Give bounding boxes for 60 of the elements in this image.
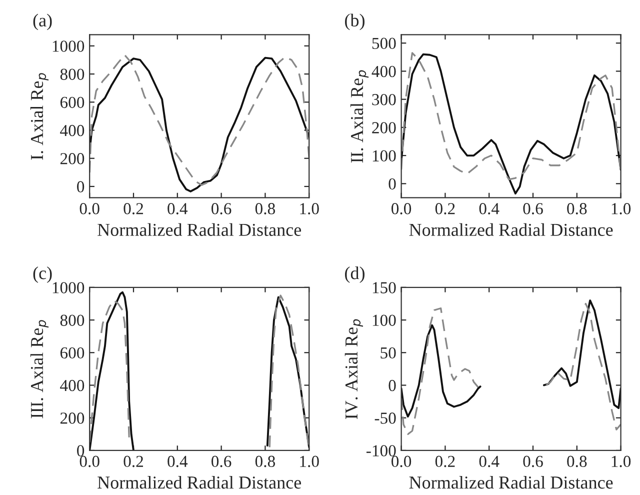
x-tick-label: 1.0 bbox=[612, 203, 631, 214]
x-tick-label: 0.4 bbox=[168, 203, 188, 214]
chart-title: (c) bbox=[33, 266, 52, 283]
x-axis-title: Normalized Radial Distance bbox=[409, 476, 613, 489]
x-tick-label: 0.4 bbox=[168, 456, 188, 468]
y-tick-label: 100 bbox=[372, 314, 396, 326]
y-tick-label: 800 bbox=[60, 314, 84, 326]
x-tick-label: 1.0 bbox=[612, 456, 631, 468]
chart-title: (a) bbox=[33, 14, 52, 30]
y-tick-label: 200 bbox=[372, 122, 396, 134]
x-tick-label: 0.2 bbox=[435, 203, 455, 214]
y-tick-label: 400 bbox=[60, 124, 84, 136]
y-tick-label: 600 bbox=[60, 96, 84, 108]
x-tick-label: 0.0 bbox=[80, 456, 100, 468]
y-tick-label: 400 bbox=[60, 380, 84, 392]
chart-title: (b) bbox=[345, 14, 364, 30]
y-tick-label: 0 bbox=[77, 181, 84, 192]
x-tick-label: 0.6 bbox=[212, 203, 232, 214]
x-tick-label: 0.0 bbox=[392, 203, 412, 214]
x-tick-label: 0.6 bbox=[523, 203, 543, 214]
y-tick-label: 150 bbox=[372, 282, 396, 294]
y-tick-label: 400 bbox=[372, 66, 396, 78]
y-tick-label: 50 bbox=[380, 347, 396, 359]
y-tick-label: -50 bbox=[374, 412, 396, 424]
x-tick-label: 0.8 bbox=[567, 203, 587, 214]
x-axis-title: Normalized Radial Distance bbox=[98, 476, 301, 489]
x-tick-label: 0.8 bbox=[255, 203, 275, 214]
y-tick-label: 0 bbox=[388, 178, 396, 190]
x-tick-label: 0.0 bbox=[80, 203, 100, 214]
y-tick-label: 100 bbox=[372, 150, 396, 162]
x-tick-label: 0.6 bbox=[212, 456, 232, 468]
y-tick-label: 0 bbox=[388, 380, 396, 392]
y-axis-title: I. Axial Re$_{p}$ bbox=[30, 73, 49, 160]
x-tick-label: 0.2 bbox=[124, 203, 143, 214]
y-tick-label: 300 bbox=[372, 94, 396, 106]
y-tick-label: 600 bbox=[60, 347, 84, 359]
x-tick-label: 0.8 bbox=[567, 456, 587, 468]
y-axis-title: III. Axial Re$_{p}$ bbox=[30, 320, 49, 418]
x-axis-title: Normalized Radial Distance bbox=[409, 223, 613, 236]
x-tick-label: 1.0 bbox=[300, 203, 319, 214]
x-tick-label: 1.0 bbox=[300, 456, 319, 468]
y-tick-label: 0 bbox=[77, 445, 84, 456]
chart-title: (d) bbox=[345, 266, 364, 283]
y-tick-label: 200 bbox=[60, 412, 84, 424]
x-tick-label: 0.4 bbox=[479, 203, 500, 214]
x-axis-title: Normalized Radial Distance bbox=[98, 223, 301, 236]
y-tick-label: 1000 bbox=[52, 282, 84, 294]
x-tick-label: 0.8 bbox=[255, 456, 275, 468]
y-tick-label: -100 bbox=[366, 445, 396, 456]
y-tick-label: 200 bbox=[60, 153, 84, 164]
x-tick-label: 0.0 bbox=[392, 456, 412, 468]
x-tick-label: 0.2 bbox=[124, 456, 143, 468]
y-axis-title: II. Axial Re$_{p}$ bbox=[350, 70, 369, 163]
x-tick-label: 0.2 bbox=[435, 456, 455, 468]
y-tick-label: 1000 bbox=[52, 40, 84, 52]
y-tick-label: 500 bbox=[372, 38, 396, 50]
x-tick-label: 0.4 bbox=[479, 456, 500, 468]
x-tick-label: 0.6 bbox=[523, 456, 543, 468]
y-tick-label: 800 bbox=[60, 68, 84, 80]
y-axis-title: IV. Axial Re$_{p}$ bbox=[344, 319, 363, 420]
